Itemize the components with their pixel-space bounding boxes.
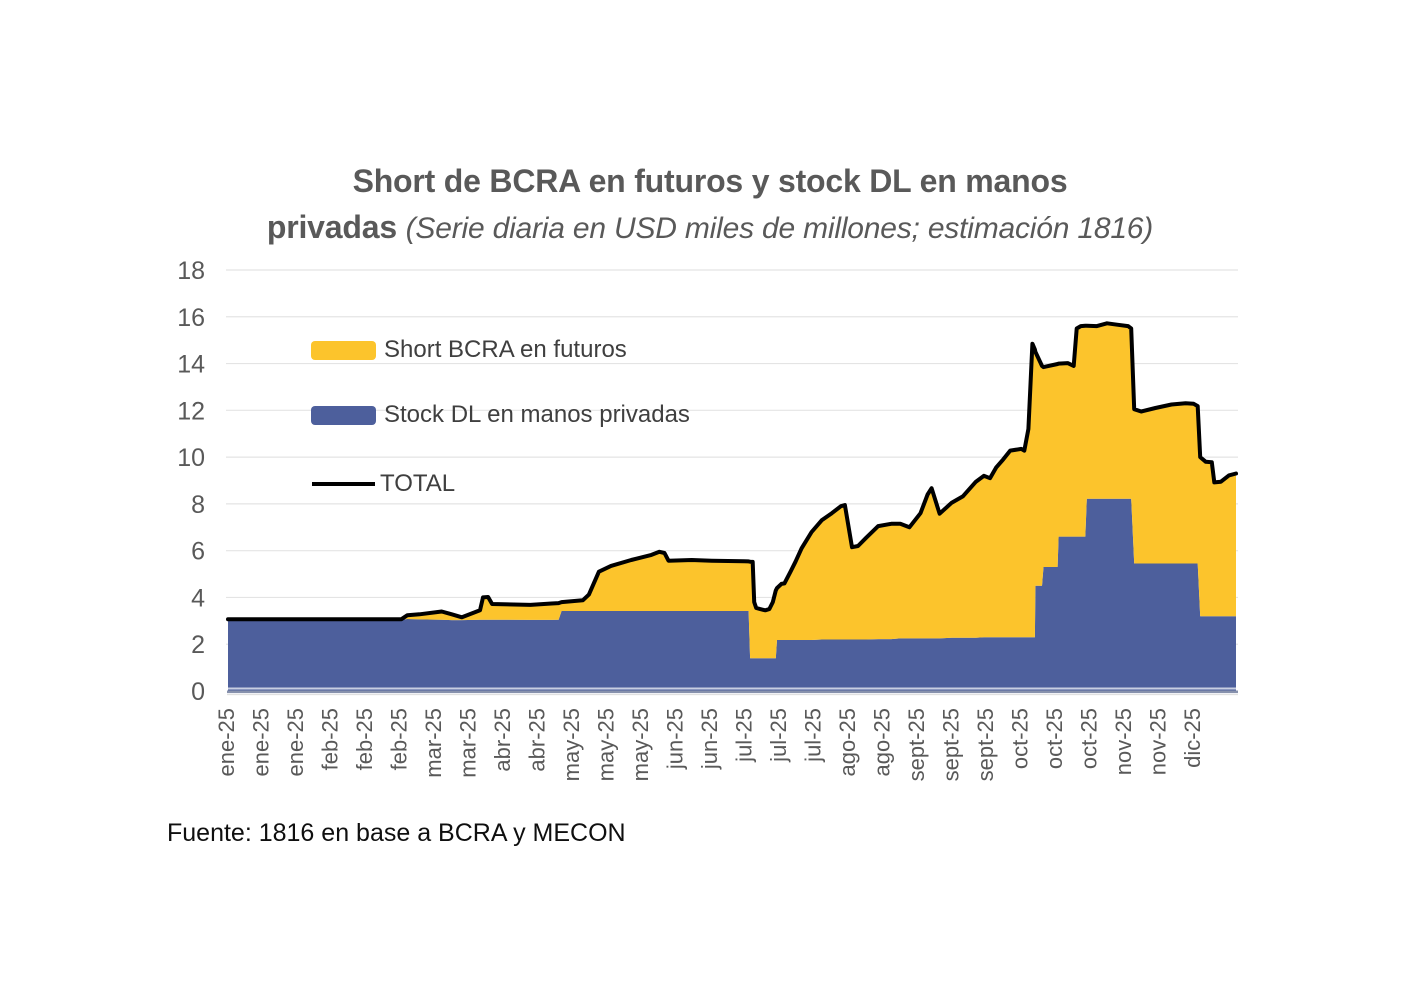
x-tick-label: abr-25	[525, 708, 550, 772]
x-tick-label: nov-25	[1111, 708, 1136, 775]
x-tick-label: ene-25	[249, 708, 274, 777]
x-tick-label: ene-25	[214, 708, 239, 777]
x-tick-label: jun-25	[663, 708, 688, 770]
x-tick-label: sept-25	[939, 708, 964, 781]
title-line2: privadas (Serie diaria en USD miles de m…	[0, 204, 1420, 252]
x-tick-label: jul-25	[766, 708, 791, 763]
x-tick-label: feb-25	[352, 708, 377, 770]
title-line2-bold: privadas	[266, 209, 397, 245]
x-tick-label: feb-25	[318, 708, 343, 770]
x-tick-label: ene-25	[283, 708, 308, 777]
legend-label-stock-dl: Stock DL en manos privadas	[384, 401, 690, 428]
x-tick-label: may-25	[559, 708, 584, 781]
x-tick-label: nov-25	[1146, 708, 1171, 775]
source-note: Fuente: 1816 en base a BCRA y MECON	[167, 819, 626, 847]
x-tick-label: mar-25	[421, 708, 446, 778]
y-tick-label: 14	[177, 351, 205, 379]
x-tick-label: jun-25	[697, 708, 722, 770]
x-tick-label: dic-25	[1180, 708, 1205, 768]
x-tick-label: may-25	[628, 708, 653, 781]
x-tick-label: ago-25	[835, 708, 860, 777]
x-tick-label: oct-25	[1042, 708, 1067, 769]
total-line	[226, 321, 1238, 622]
y-axis-labels: 0 2 4 6 8 10 12 14 16 18	[177, 257, 205, 706]
stock-dl-swatch	[311, 405, 376, 425]
x-tick-label: may-25	[594, 708, 619, 781]
y-tick-label: 6	[191, 538, 205, 566]
x-axis-labels: ene-25 ene-25 ene-25 feb-25 feb-25 feb-25 mar-…	[214, 708, 1205, 781]
y-tick-label: 16	[177, 304, 205, 332]
stock-dl-area	[228, 498, 1236, 691]
x-tick-label: sept-25	[973, 708, 998, 781]
x-tick-label: ago-25	[870, 708, 895, 777]
x-tick-label: oct-25	[1077, 708, 1102, 769]
y-tick-label: 4	[191, 584, 205, 612]
short-bcra-swatch	[311, 340, 376, 360]
legend-label-short-bcra: Short BCRA en futuros	[384, 336, 627, 363]
y-tick-label: 2	[191, 631, 205, 659]
y-tick-label: 0	[191, 678, 205, 706]
legend-item-stock-dl: Stock DL en manos privadas	[311, 401, 690, 429]
short-bcra-area	[228, 323, 1236, 659]
legend-label-total: TOTAL	[380, 470, 456, 497]
title-line1: Short de BCRA en futuros y stock DL en m…	[352, 163, 1068, 199]
y-tick-label: 8	[191, 491, 205, 519]
x-tick-label: jul-25	[801, 708, 826, 763]
x-tick-label: sept-25	[904, 708, 929, 781]
total-line-swatch	[312, 482, 375, 486]
chart-title: Short de BCRA en futuros y stock DL en m…	[0, 158, 1420, 252]
legend-item-total: TOTAL	[312, 470, 455, 498]
x-tick-label: abr-25	[490, 708, 515, 772]
x-tick-label: mar-25	[456, 708, 481, 778]
y-tick-label: 18	[177, 257, 205, 285]
title-subtitle: (Serie diaria en USD miles de millones; …	[405, 212, 1154, 245]
x-tick-label: feb-25	[387, 708, 412, 770]
x-tick-label: oct-25	[1008, 708, 1033, 769]
legend-item-short-bcra: Short BCRA en futuros	[311, 336, 627, 364]
y-tick-label: 12	[177, 397, 205, 425]
y-tick-label: 10	[177, 444, 205, 472]
x-tick-label: jul-25	[732, 708, 757, 763]
